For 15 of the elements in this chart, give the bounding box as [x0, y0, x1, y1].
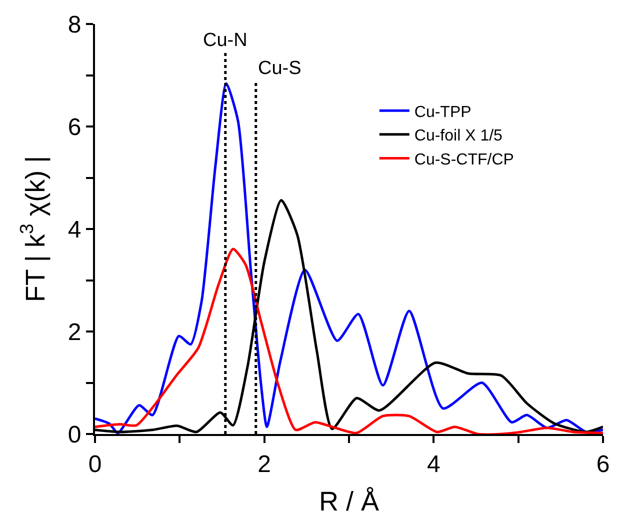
x-axis-title: R / Å	[318, 486, 380, 517]
y-tick-label: 2	[68, 318, 82, 346]
x-tick-label: 0	[88, 450, 102, 478]
ref-line-label: Cu-S	[258, 58, 302, 79]
y-tick-label: 8	[68, 11, 82, 38]
x-tick-label: 4	[426, 450, 440, 478]
y-tick-label: 0	[68, 421, 82, 448]
legend-label: Cu-foil X 1/5	[414, 128, 503, 145]
y-tick-label: 6	[68, 114, 82, 141]
ref-line-label: Cu-N	[203, 30, 248, 51]
x-tick-label: 6	[596, 450, 610, 478]
x-tick-label: 2	[258, 450, 272, 478]
legend-label: Cu-S-CTF/CP	[414, 151, 514, 168]
legend-label: Cu-TPP	[414, 104, 472, 121]
y-tick-label: 4	[68, 216, 82, 244]
